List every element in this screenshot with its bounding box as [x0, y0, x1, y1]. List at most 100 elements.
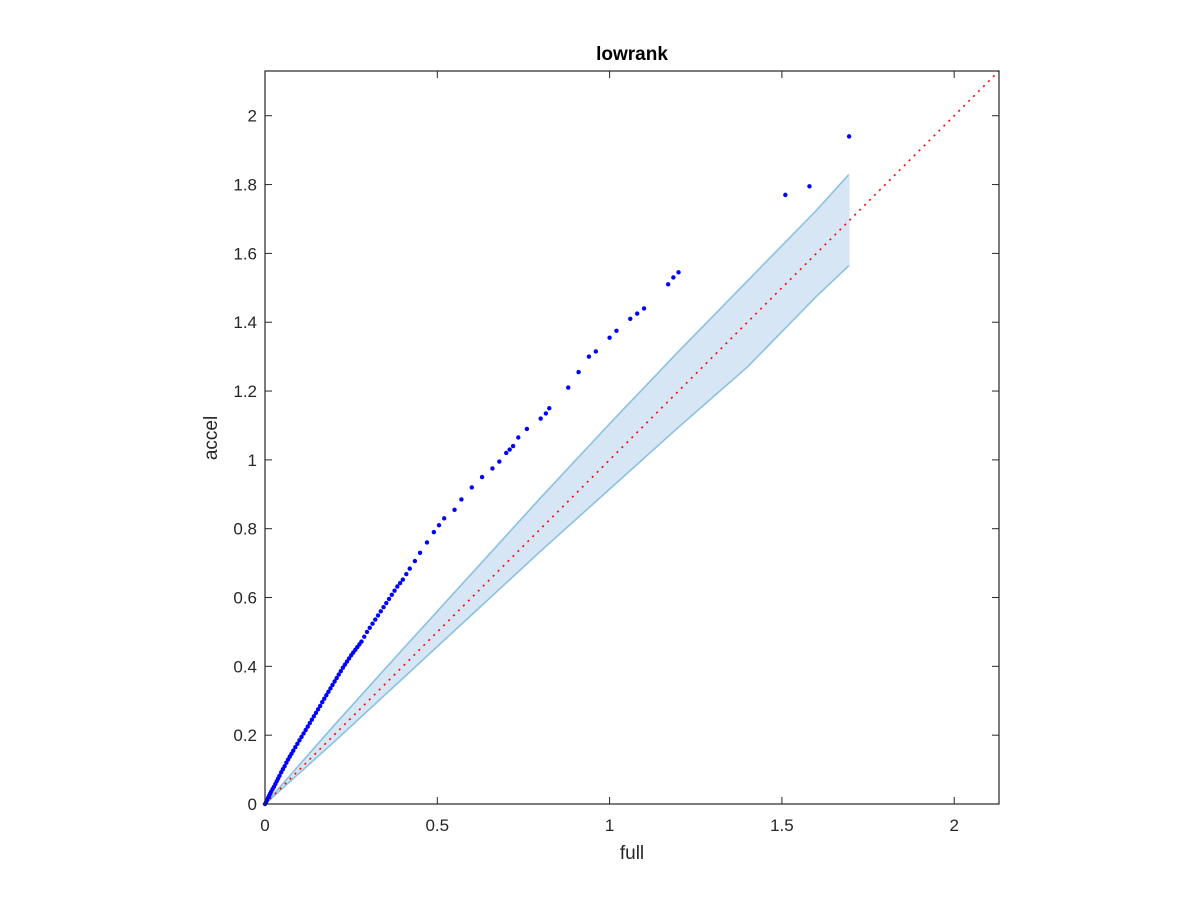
y-tick-label: 0.4	[233, 657, 257, 676]
data-point	[330, 682, 335, 688]
data-point	[586, 354, 592, 359]
data-point	[293, 745, 298, 750]
data-point	[277, 773, 282, 778]
data-point	[301, 731, 306, 736]
data-point	[315, 707, 321, 712]
data-point	[543, 411, 549, 416]
data-point	[303, 727, 308, 733]
data-point	[282, 763, 287, 769]
data-point	[566, 385, 571, 390]
data-point	[359, 639, 364, 644]
data-point	[634, 311, 640, 316]
data-point	[607, 335, 612, 340]
data-point	[614, 328, 619, 334]
data-point	[400, 577, 406, 582]
confidence-band-lower	[264, 264, 850, 805]
data-point	[326, 689, 331, 695]
data-point	[305, 724, 310, 729]
data-point	[469, 485, 474, 490]
data-point	[404, 571, 409, 577]
x-tick-label: 1.5	[770, 816, 794, 835]
data-point	[576, 369, 581, 375]
data-point	[524, 426, 530, 432]
data-point	[665, 282, 671, 287]
data-point	[459, 497, 464, 502]
data-point	[507, 447, 512, 452]
y-tick-label: 2	[248, 107, 257, 126]
x-tick-label: 2	[949, 816, 958, 835]
data-point	[441, 516, 447, 521]
data-point	[490, 466, 495, 471]
y-tick-label: 1	[248, 451, 257, 470]
data-point	[334, 675, 339, 681]
data-point	[497, 459, 502, 464]
data-point	[397, 580, 403, 586]
y-tick-label: 1.8	[233, 176, 257, 195]
data-point	[424, 540, 430, 545]
confidence-band-fill	[265, 174, 850, 804]
data-point	[641, 306, 647, 311]
data-point	[367, 625, 372, 631]
x-tick-label: 0.5	[425, 816, 449, 835]
data-point	[676, 270, 681, 275]
data-point	[295, 741, 300, 746]
x-tick-label: 0	[260, 816, 269, 835]
data-point	[452, 507, 457, 512]
data-point	[436, 523, 442, 528]
chart-title: lowrank	[596, 44, 668, 65]
x-tick-label: 1	[605, 816, 614, 835]
data-point	[431, 529, 437, 535]
data-point	[311, 714, 317, 719]
data-point	[297, 738, 302, 743]
data-point	[364, 629, 370, 635]
data-point	[332, 679, 337, 684]
data-point	[516, 435, 521, 440]
data-point	[299, 734, 304, 740]
y-tick-label: 1.2	[233, 382, 257, 401]
y-tick-label: 0	[248, 795, 257, 814]
y-tick-label: 1.4	[233, 313, 257, 332]
data-point	[384, 600, 389, 606]
data-point	[395, 584, 400, 589]
data-point	[309, 717, 315, 722]
data-point	[479, 474, 485, 480]
reference-line	[264, 70, 1000, 805]
confidence-band-upper	[264, 173, 850, 805]
data-point	[392, 588, 397, 593]
data-point	[307, 720, 312, 726]
data-point	[407, 566, 412, 571]
data-point	[338, 668, 344, 674]
data-point	[336, 672, 341, 677]
data-point	[378, 609, 383, 614]
data-point	[370, 621, 375, 626]
data-point	[783, 192, 788, 198]
data-point	[386, 596, 392, 602]
plot-area: 0 0.5 1 1.5 2 0 0.2 0.4 0.6 0.8 1 1.2 1.4 1.6 1.8 2	[233, 70, 1000, 835]
data-point	[346, 656, 352, 661]
data-point	[417, 550, 423, 555]
data-point	[412, 558, 418, 564]
y-tick-label: 0.6	[233, 589, 257, 608]
data-point	[547, 406, 552, 411]
data-point	[317, 703, 323, 709]
data-point	[291, 748, 296, 753]
x-axis-label: full	[620, 843, 644, 864]
data-point	[846, 134, 852, 139]
y-tick-label: 1.6	[233, 244, 257, 263]
data-point	[340, 665, 346, 670]
data-point	[322, 696, 327, 701]
data-point	[320, 699, 325, 705]
data-point	[538, 416, 543, 421]
data-point	[381, 604, 386, 610]
data-point	[510, 443, 516, 449]
data-point	[342, 662, 348, 667]
data-point	[671, 275, 676, 280]
data-point	[807, 184, 812, 189]
data-point	[324, 693, 329, 698]
y-tick-label: 0.2	[233, 726, 257, 745]
data-point	[504, 450, 509, 456]
data-point	[344, 659, 350, 664]
data-point	[628, 316, 633, 321]
y-tick-label: 0.8	[233, 520, 257, 539]
